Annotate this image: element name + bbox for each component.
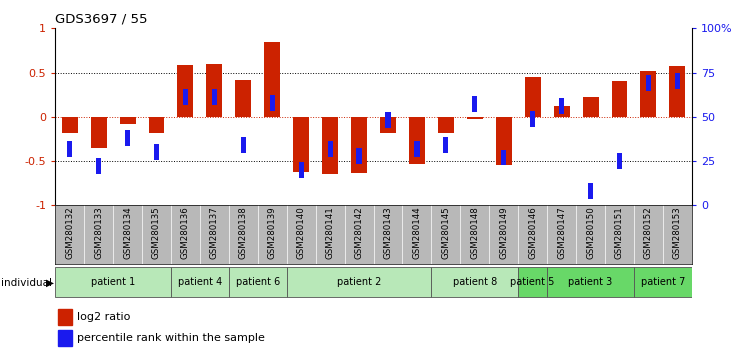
Bar (91, 117, 107, 148)
Bar (119, 117, 135, 124)
Bar (212, 90, 217, 105)
Bar (467, 117, 483, 120)
Text: log2 ratio: log2 ratio (77, 312, 131, 322)
Bar (328, 141, 333, 156)
Bar (617, 153, 622, 169)
Bar (241, 137, 246, 153)
Bar (559, 98, 565, 114)
Text: GSM280134: GSM280134 (123, 206, 132, 259)
Text: GSM280136: GSM280136 (181, 206, 190, 259)
Text: GSM280139: GSM280139 (268, 206, 277, 259)
Bar (496, 117, 512, 166)
Text: GSM280138: GSM280138 (238, 206, 248, 259)
Bar (380, 117, 396, 133)
Bar (229, 267, 287, 297)
Bar (356, 148, 361, 164)
Bar (409, 117, 425, 164)
Bar (583, 97, 598, 117)
Bar (443, 137, 448, 153)
Text: GSM280150: GSM280150 (586, 206, 595, 259)
Bar (183, 90, 188, 105)
Bar (612, 81, 628, 117)
Bar (670, 67, 685, 117)
Bar (154, 144, 159, 160)
Bar (675, 74, 680, 90)
Text: GSM280141: GSM280141 (325, 206, 335, 259)
Bar (67, 141, 72, 156)
Bar (588, 183, 593, 199)
Text: patient 5: patient 5 (511, 277, 555, 287)
Bar (525, 77, 541, 117)
Text: GSM280145: GSM280145 (442, 206, 450, 259)
Text: GSM280133: GSM280133 (94, 206, 103, 259)
Bar (431, 267, 518, 297)
Text: patient 2: patient 2 (337, 277, 381, 287)
Bar (414, 141, 420, 156)
Bar (293, 117, 309, 172)
Bar (58, 309, 72, 325)
Bar (351, 117, 367, 172)
Text: GSM280135: GSM280135 (152, 206, 161, 259)
Text: patient 8: patient 8 (453, 277, 497, 287)
Bar (501, 149, 506, 166)
Bar (55, 267, 171, 297)
Bar (206, 64, 222, 117)
Bar (58, 330, 72, 346)
Bar (177, 65, 194, 117)
Bar (645, 75, 651, 91)
Bar (96, 159, 102, 175)
Text: patient 3: patient 3 (568, 277, 612, 287)
Bar (386, 113, 391, 129)
Text: patient 7: patient 7 (641, 277, 685, 287)
Text: GSM280147: GSM280147 (557, 206, 566, 259)
Text: GSM280143: GSM280143 (383, 206, 392, 259)
Bar (149, 117, 164, 133)
Bar (640, 71, 657, 117)
Text: ▶: ▶ (46, 278, 54, 288)
Text: GSM280132: GSM280132 (66, 206, 74, 259)
Bar (287, 267, 431, 297)
Bar (269, 95, 275, 111)
Bar (322, 117, 338, 175)
Text: GDS3697 / 55: GDS3697 / 55 (55, 13, 148, 26)
Text: patient 6: patient 6 (236, 277, 280, 287)
Bar (547, 267, 634, 297)
Bar (553, 106, 570, 117)
Text: GSM280142: GSM280142 (355, 206, 364, 259)
Text: GSM280140: GSM280140 (297, 206, 305, 259)
Bar (473, 97, 478, 113)
Bar (530, 110, 535, 127)
Text: GSM280149: GSM280149 (499, 206, 509, 259)
Bar (236, 80, 251, 117)
Text: GSM280137: GSM280137 (210, 206, 219, 259)
Text: GSM280152: GSM280152 (644, 206, 653, 259)
Text: GSM280148: GSM280148 (470, 206, 479, 259)
Bar (634, 267, 692, 297)
Bar (125, 130, 130, 146)
Bar (438, 117, 454, 133)
Bar (264, 42, 280, 117)
Text: patient 1: patient 1 (91, 277, 135, 287)
Text: GSM280153: GSM280153 (673, 206, 682, 259)
Text: individual: individual (1, 278, 52, 288)
Text: GSM280151: GSM280151 (615, 206, 624, 259)
Bar (518, 267, 547, 297)
Text: GSM280144: GSM280144 (412, 206, 422, 259)
Text: patient 4: patient 4 (178, 277, 222, 287)
Text: GSM280146: GSM280146 (528, 206, 537, 259)
Bar (299, 162, 304, 178)
Bar (171, 267, 229, 297)
Bar (62, 117, 77, 133)
Text: percentile rank within the sample: percentile rank within the sample (77, 333, 266, 343)
